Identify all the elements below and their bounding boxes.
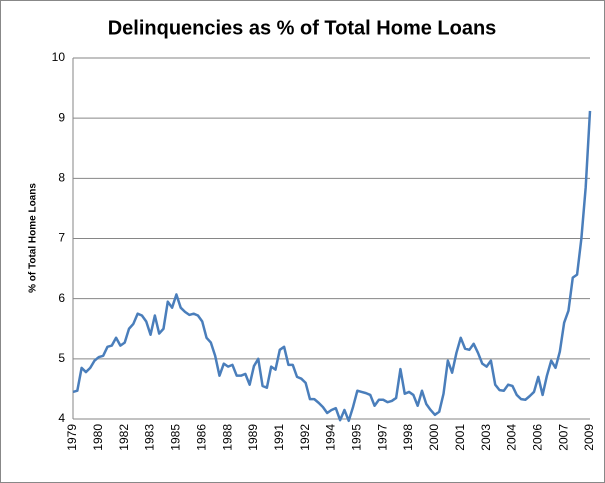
data-line	[72, 110, 592, 423]
y-tick-label: 9	[58, 110, 65, 124]
x-tick-label: 1989	[246, 424, 260, 451]
x-tick-label: 1980	[91, 424, 105, 451]
x-tick-label: 2003	[479, 424, 493, 451]
x-tick-label: 2007	[556, 424, 570, 451]
x-tick-label: 2004	[505, 424, 519, 451]
x-tick-label: 2000	[427, 424, 441, 451]
x-tick-label: 1982	[117, 424, 131, 451]
x-tick-label: 1991	[272, 424, 286, 451]
x-tick-label: 2001	[453, 424, 467, 451]
y-tick-label: 4	[58, 411, 65, 425]
y-tick-label: 7	[58, 231, 65, 245]
x-tick-label: 1985	[169, 424, 183, 451]
x-tick-label: 1986	[194, 424, 208, 451]
x-tick-label: 1998	[401, 424, 415, 451]
x-tick-label: 1994	[324, 424, 338, 451]
x-tick-label: 1983	[143, 424, 157, 451]
y-tick-label: 6	[58, 291, 65, 305]
x-tick-label: 1997	[375, 424, 389, 451]
y-axis-label: % of Total Home Loans	[28, 183, 39, 293]
y-tick-label: 8	[58, 171, 65, 185]
y-tick-label: 10	[52, 50, 66, 64]
x-tick-label: 1995	[350, 424, 364, 451]
x-tick-label: 1979	[65, 424, 79, 451]
y-tick-label: 5	[58, 351, 65, 365]
x-tick-label: 1992	[298, 424, 312, 451]
x-tick-label: 1988	[220, 424, 234, 451]
x-tick-label: 2006	[530, 424, 544, 451]
chart-title: Delinquencies as % of Total Home Loans	[108, 17, 497, 39]
x-tick-label: 2009	[582, 424, 596, 451]
